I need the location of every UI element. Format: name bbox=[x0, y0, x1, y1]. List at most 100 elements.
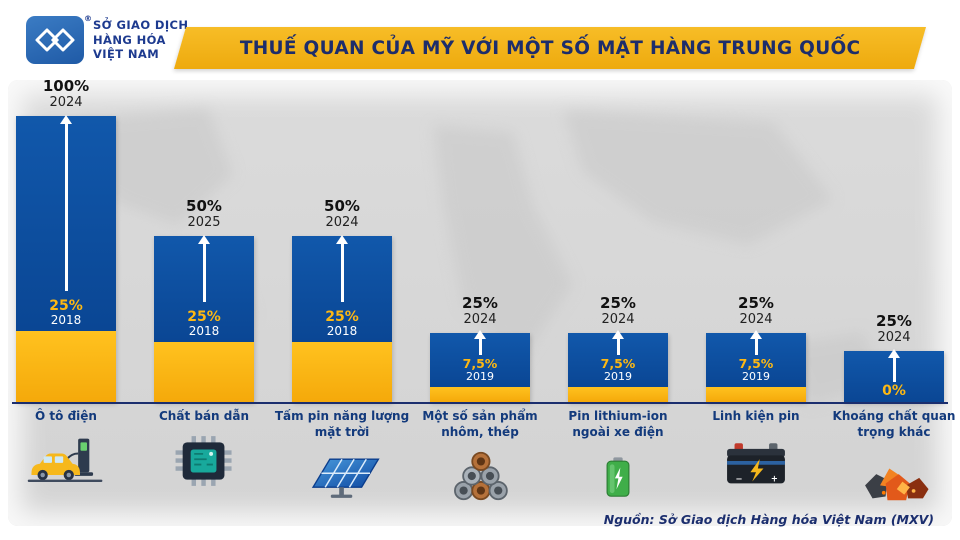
old-tariff-segment bbox=[706, 387, 806, 402]
tariff-bar: 25% 2018 bbox=[292, 235, 392, 402]
old-tariff-segment bbox=[154, 342, 254, 402]
bar-column-chat-ban-dan: 50% 2025 25% 2018 bbox=[154, 197, 254, 402]
old-tariff-label: 7,5% 2019 bbox=[430, 355, 530, 384]
bar-column-nhom-thep: 25% 2024 7,5% 2019 bbox=[430, 294, 530, 402]
new-tariff-label: 50% 2024 bbox=[324, 197, 360, 231]
bar-column-linh-kien-pin: 25% 2024 7,5% 2019 bbox=[706, 294, 806, 402]
svg-text:+: + bbox=[771, 473, 778, 483]
category-cell: Tấm pin năng lượng mặt trời bbox=[275, 409, 409, 504]
chip-icon bbox=[164, 429, 244, 489]
category-label: Linh kiện pin bbox=[712, 409, 800, 423]
old-tariff-value: 25% bbox=[49, 298, 83, 315]
category-label: Tấm pin năng lượng mặt trời bbox=[274, 409, 410, 439]
new-tariff-value: 25% bbox=[876, 312, 912, 331]
tariff-bar: 0% bbox=[844, 349, 944, 402]
tariff-bar: 25% 2018 bbox=[154, 235, 254, 402]
bar-column-tam-pin-mat-troi: 50% 2024 25% 2018 bbox=[292, 197, 392, 402]
old-tariff-label: 25% 2018 bbox=[154, 309, 254, 339]
category-cell: Một số sản phẩm nhôm, thép bbox=[422, 409, 538, 504]
old-tariff-value: 7,5% bbox=[738, 355, 774, 371]
category-cell: Pin lithium-ion ngoài xe điện bbox=[568, 409, 668, 504]
old-tariff-year: 2018 bbox=[326, 324, 358, 339]
chart-area: 100% 2024 25% 2018 50% 2025 bbox=[16, 72, 944, 402]
old-tariff-segment bbox=[430, 387, 530, 402]
old-tariff-label: 7,5% 2019 bbox=[568, 355, 668, 384]
solar-panel-icon bbox=[299, 444, 385, 504]
category-label: Ô tô điện bbox=[35, 409, 97, 423]
increase-arrow-icon bbox=[197, 235, 210, 302]
new-tariff-segment: 25% 2018 bbox=[292, 235, 392, 342]
registered-mark: ® bbox=[84, 14, 92, 23]
bar-column-khoang-chat: 25% 2024 0% bbox=[844, 312, 944, 402]
old-tariff-value: 25% bbox=[187, 309, 221, 326]
old-tariff-segment bbox=[292, 342, 392, 402]
new-tariff-segment: 25% 2018 bbox=[16, 115, 116, 331]
new-tariff-year: 2024 bbox=[325, 215, 359, 231]
increase-arrow-icon bbox=[473, 330, 486, 355]
new-tariff-label: 25% 2024 bbox=[738, 294, 774, 328]
new-tariff-label: 100% 2024 bbox=[42, 77, 90, 111]
increase-arrow-icon bbox=[335, 235, 348, 302]
old-tariff-segment bbox=[16, 331, 116, 402]
old-tariff-label: 25% 2018 bbox=[16, 298, 116, 328]
old-tariff-year: 2018 bbox=[50, 313, 82, 328]
old-tariff-label: 25% 2018 bbox=[292, 309, 392, 339]
increase-arrow-icon bbox=[611, 330, 624, 355]
new-tariff-segment: 7,5% 2019 bbox=[430, 330, 530, 387]
new-tariff-value: 50% bbox=[186, 197, 222, 216]
new-tariff-segment: 0% bbox=[844, 349, 944, 402]
new-tariff-segment: 7,5% 2019 bbox=[706, 330, 806, 387]
category-label: Pin lithium-ion ngoài xe điện bbox=[568, 409, 668, 439]
category-label: Chất bán dẫn bbox=[159, 409, 249, 423]
mxv-logo-icon: ® bbox=[26, 14, 92, 64]
car-battery-icon: − + bbox=[714, 429, 798, 489]
new-tariff-label: 25% 2024 bbox=[462, 294, 498, 328]
svg-text:−: − bbox=[735, 473, 742, 483]
source-note: Nguồn: Sở Giao dịch Hàng hóa Việt Nam (M… bbox=[603, 512, 934, 527]
bar-column-pin-lithium: 25% 2024 7,5% 2019 bbox=[568, 294, 668, 402]
tariff-bar: 7,5% 2019 bbox=[568, 330, 668, 402]
old-tariff-value: 7,5% bbox=[600, 355, 636, 371]
page-title: THUẾ QUAN CỦA MỸ VỚI MỘT SỐ MẶT HÀNG TRU… bbox=[239, 37, 861, 59]
new-tariff-value: 100% bbox=[42, 77, 90, 96]
mxv-logo: ® SỞ GIAO DỊCH HÀNG HÓA VIỆT NAM bbox=[26, 14, 189, 64]
category-label: Một số sản phẩm nhôm, thép bbox=[422, 409, 538, 439]
new-tariff-year: 2024 bbox=[739, 312, 773, 328]
logo-line1: SỞ GIAO DỊCH bbox=[93, 17, 189, 32]
new-tariff-value: 25% bbox=[462, 294, 498, 313]
new-tariff-year: 2024 bbox=[49, 95, 83, 111]
old-tariff-label: 0% bbox=[844, 383, 944, 399]
battery-icon bbox=[583, 444, 653, 504]
old-tariff-year: 2019 bbox=[742, 370, 770, 384]
electric-car-icon bbox=[23, 429, 109, 489]
old-tariff-value: 25% bbox=[325, 309, 359, 326]
old-tariff-value: 0% bbox=[882, 382, 906, 399]
old-tariff-value: 7,5% bbox=[462, 355, 498, 371]
title-banner: THUẾ QUAN CỦA MỸ VỚI MỘT SỐ MẶT HÀNG TRU… bbox=[173, 27, 927, 69]
bar-column-o-to-dien: 100% 2024 25% 2018 bbox=[16, 77, 116, 402]
minerals-icon bbox=[852, 444, 936, 504]
new-tariff-year: 2024 bbox=[463, 312, 497, 328]
new-tariff-segment: 7,5% 2019 bbox=[568, 330, 668, 387]
increase-arrow-icon bbox=[887, 349, 900, 382]
increase-arrow-icon bbox=[749, 330, 762, 355]
new-tariff-year: 2025 bbox=[187, 215, 221, 231]
old-tariff-year: 2019 bbox=[466, 370, 494, 384]
logo-line2: HÀNG HÓA bbox=[93, 32, 166, 47]
tariff-bar: 7,5% 2019 bbox=[430, 330, 530, 402]
new-tariff-value: 50% bbox=[324, 197, 360, 216]
logo-line3: VIỆT NAM bbox=[93, 47, 160, 62]
steel-pipes-icon bbox=[439, 444, 521, 504]
new-tariff-segment: 25% 2018 bbox=[154, 235, 254, 342]
category-row: Ô tô điện Chất bán dẫn bbox=[16, 409, 955, 504]
new-tariff-year: 2024 bbox=[877, 330, 911, 346]
category-cell: Chất bán dẫn bbox=[154, 409, 254, 504]
new-tariff-label: 50% 2025 bbox=[186, 197, 222, 231]
category-cell: Linh kiện pin − + bbox=[706, 409, 806, 504]
new-tariff-value: 25% bbox=[738, 294, 774, 313]
old-tariff-label: 7,5% 2019 bbox=[706, 355, 806, 384]
increase-arrow-icon bbox=[59, 115, 72, 291]
old-tariff-year: 2019 bbox=[604, 370, 632, 384]
category-label: Khoáng chất quan trọng khác bbox=[832, 409, 956, 439]
new-tariff-label: 25% 2024 bbox=[876, 312, 912, 346]
